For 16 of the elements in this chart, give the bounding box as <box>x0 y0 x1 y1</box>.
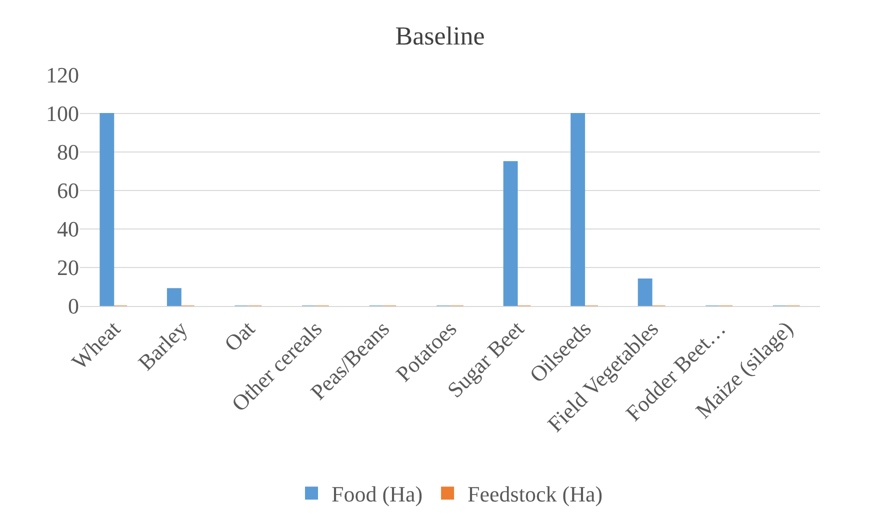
y-tick-label: 40 <box>57 216 79 242</box>
chart-title: Baseline <box>395 22 485 51</box>
y-tick-label: 60 <box>57 178 79 204</box>
y-tick-label: 100 <box>46 101 79 126</box>
bar <box>100 113 114 306</box>
bar <box>570 113 586 306</box>
y-tick-label: 120 <box>46 62 79 88</box>
y-tick-label: 0 <box>68 294 79 319</box>
bar <box>638 278 652 306</box>
x-tick-label: Oat <box>219 316 260 356</box>
bar <box>166 288 182 306</box>
legend-label: Feedstock (Ha) <box>468 482 603 507</box>
bar <box>503 161 518 306</box>
y-tick-label: 20 <box>57 255 79 280</box>
y-tick-label: 80 <box>57 140 79 165</box>
legend-label: Food (Ha) <box>332 482 423 507</box>
